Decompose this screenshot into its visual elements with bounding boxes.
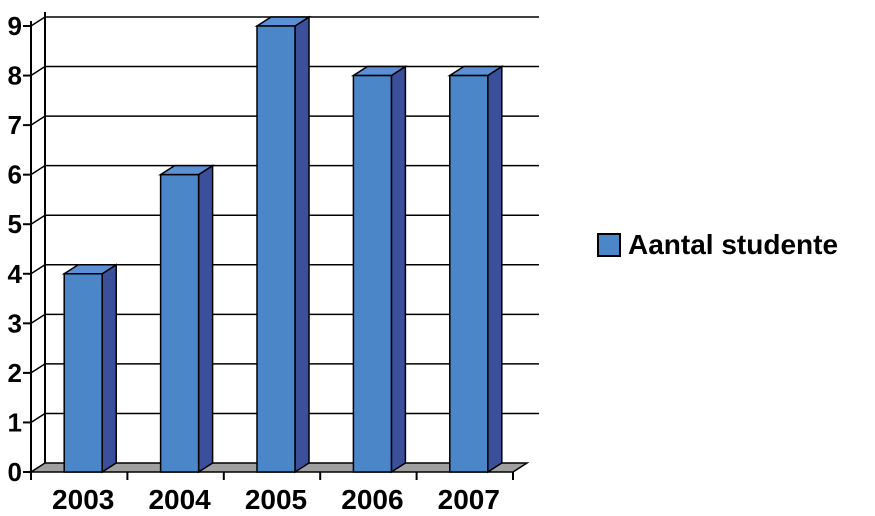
bar-side	[294, 15, 310, 474]
y-tick-label: 8	[8, 61, 22, 91]
x-tick-label: 2005	[245, 484, 307, 515]
gridline-depth	[30, 65, 46, 77]
axes	[23, 12, 514, 480]
y-tick-labels: 0 1 2 3 4 5 6 7 8 9	[8, 11, 23, 487]
x-tick-label: 2003	[52, 484, 114, 515]
bar-2006	[350, 65, 408, 474]
y-tick-label: 4	[8, 259, 23, 289]
gridline-depth	[30, 264, 46, 275]
bar-side	[390, 65, 407, 474]
x-tick-labels: 2003 2004 2005 2006 2007	[52, 484, 500, 515]
y-tick-label: 7	[8, 110, 22, 140]
bar-2003	[61, 263, 119, 474]
bar-side	[197, 164, 214, 474]
bar-front	[352, 74, 393, 473]
y-tick-label: 0	[8, 457, 22, 487]
bar-2007	[447, 65, 505, 474]
gridline-depth	[30, 16, 46, 27]
y-tick-label: 6	[8, 160, 22, 190]
bars	[61, 15, 505, 474]
y-tick-label: 5	[8, 209, 22, 239]
x-tick-label: 2006	[341, 484, 403, 515]
bar-2005	[254, 15, 312, 474]
x-tick-label: 2007	[438, 484, 500, 515]
bar-front	[256, 25, 296, 473]
gridline-depth	[30, 313, 46, 324]
y-tick-label: 1	[8, 407, 22, 437]
legend: Aantal studente	[597, 229, 838, 260]
legend-label: Aantal studente	[628, 229, 838, 260]
gridline-depth	[30, 363, 46, 374]
gridline-depth	[30, 165, 46, 176]
bar-side	[101, 263, 117, 474]
y-tick-label: 9	[8, 11, 22, 41]
y-tick-label: 2	[8, 358, 22, 388]
gridline-depth	[30, 412, 46, 424]
bar-2004	[158, 164, 216, 474]
legend-swatch	[597, 233, 621, 257]
gridline-depth	[30, 214, 46, 225]
bar-front	[449, 74, 489, 473]
bar-front	[159, 173, 200, 473]
y-tick-label: 3	[8, 308, 22, 338]
bar-side	[487, 65, 503, 474]
gridline-depth	[30, 115, 46, 126]
bar-front	[63, 273, 103, 473]
x-tick-label: 2004	[148, 484, 211, 515]
